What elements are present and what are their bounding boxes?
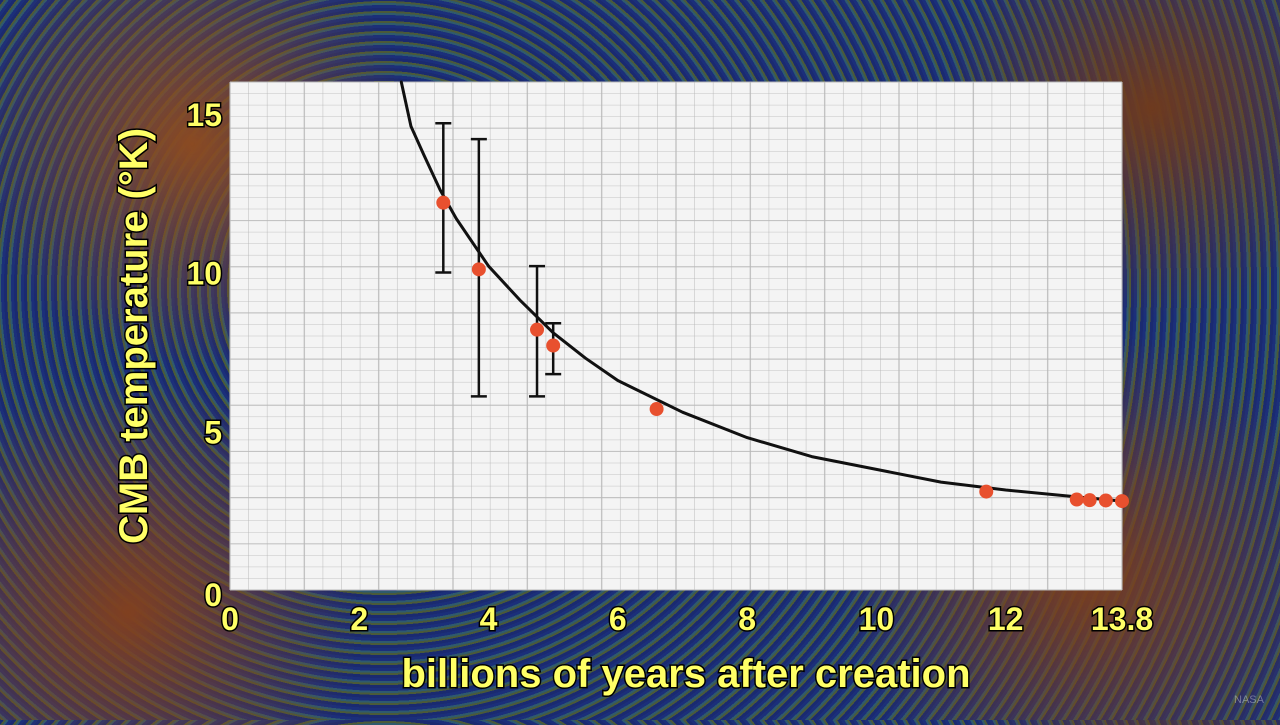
data-point xyxy=(1082,493,1097,508)
data-point xyxy=(471,262,486,277)
x-tick-label: 13.8 xyxy=(1091,601,1153,637)
y-tick-label: 0 xyxy=(204,577,222,613)
y-axis-label: CMB temperature (°K) xyxy=(112,128,156,544)
y-tick-label: 5 xyxy=(204,414,222,450)
data-point xyxy=(979,484,994,499)
data-point xyxy=(1069,492,1084,507)
x-axis-label: billions of years after creation xyxy=(401,652,970,696)
x-tick-label: 12 xyxy=(988,601,1024,637)
data-point xyxy=(1098,493,1113,508)
data-point xyxy=(530,322,545,337)
data-point xyxy=(1115,494,1129,509)
watermark-text: NASA xyxy=(1234,694,1264,706)
x-tick-label: 10 xyxy=(859,601,895,637)
temperature-curve xyxy=(399,80,1124,503)
data-point xyxy=(649,402,664,417)
y-tick-label: 10 xyxy=(186,256,222,292)
x-tick-label: 4 xyxy=(480,601,498,637)
data-point xyxy=(546,338,561,353)
data-point xyxy=(436,195,451,210)
x-tick-label: 8 xyxy=(738,601,756,637)
x-tick-label: 2 xyxy=(350,601,368,637)
x-tick-label: 6 xyxy=(609,601,627,637)
x-tick-label: 0 xyxy=(221,601,239,637)
y-tick-label: 15 xyxy=(186,97,222,133)
